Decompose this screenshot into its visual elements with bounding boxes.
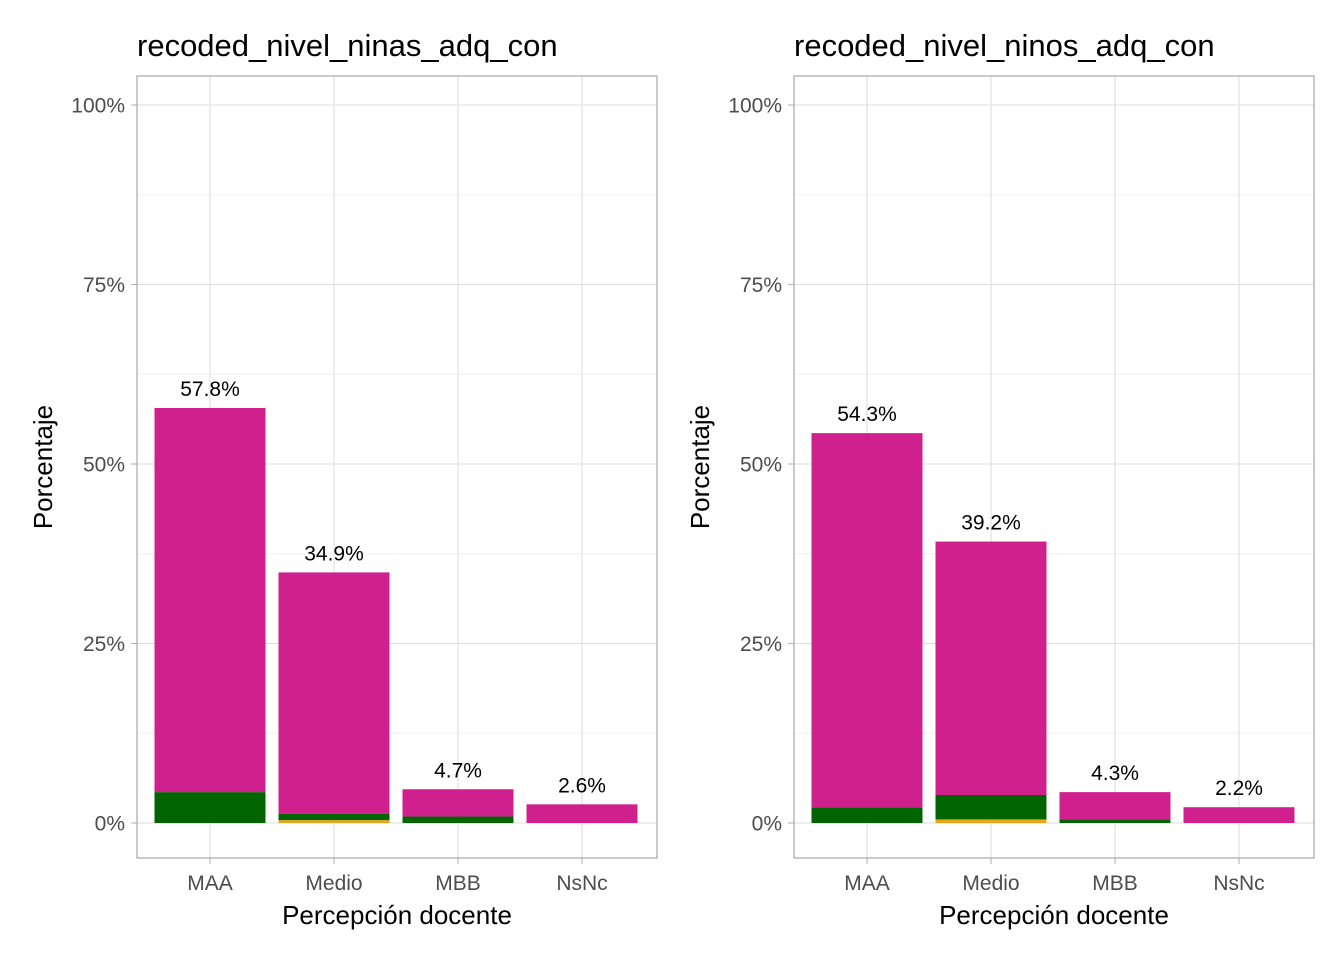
bar-segment: [154, 407, 266, 793]
chart-panel-1: 57.8% 34.9% 4.7% 2.6% 0% 25% 50% 75% 100% MAA Medi…: [28, 28, 658, 930]
x-tick-label: NsNc: [556, 872, 607, 895]
y-axis-title: Porcentaje: [685, 405, 715, 529]
panel-border: [793, 75, 1315, 859]
bar-segment: [935, 794, 1047, 820]
bar-segment: [526, 804, 638, 823]
y-tick-label: 25%: [740, 633, 782, 656]
x-tick-label: NsNc: [1213, 872, 1264, 895]
data-label: 57.8%: [180, 378, 240, 401]
data-label: 34.9%: [304, 542, 364, 565]
y-axis-title: Porcentaje: [28, 405, 58, 529]
data-label: 54.3%: [837, 403, 897, 426]
data-label: 39.2%: [961, 512, 1021, 535]
x-tick-label: MAA: [844, 872, 890, 895]
y-tick-label: 50%: [740, 454, 782, 477]
x-tick-label: MAA: [187, 872, 233, 895]
x-axis-title: Percepción docente: [939, 900, 1169, 930]
y-tick-label: 25%: [83, 633, 125, 656]
y-tick-label: 0%: [752, 813, 782, 836]
panel-border: [136, 75, 658, 859]
x-tick-label: Medio: [962, 872, 1019, 895]
bar-segment: [402, 816, 514, 823]
x-tick-label: MBB: [435, 872, 481, 895]
data-label: 4.3%: [1091, 762, 1139, 785]
bar-segment: [402, 789, 514, 817]
chart-title: recoded_nivel_ninos_adq_con: [794, 28, 1215, 63]
data-label: 4.7%: [434, 759, 482, 782]
bar-segment: [811, 433, 923, 808]
bar-segment: [154, 792, 266, 823]
bar-segment: [1059, 819, 1171, 823]
chart-title: recoded_nivel_ninas_adq_con: [137, 28, 558, 63]
data-label: 2.6%: [558, 774, 606, 797]
x-tick-label: MBB: [1092, 872, 1138, 895]
bar-segment: [1183, 807, 1295, 823]
bar-segment: [278, 572, 390, 814]
y-tick-label: 100%: [728, 95, 782, 118]
y-tick-label: 0%: [95, 813, 125, 836]
chart-panel-2: 54.3% 39.2% 4.3% 2.2% 0% 25% 50% 75% 100% MAA Medi…: [685, 28, 1315, 930]
y-tick-label: 75%: [740, 274, 782, 297]
data-label: 2.2%: [1215, 777, 1263, 800]
bar-segment: [278, 820, 390, 823]
bar-segment: [935, 819, 1047, 823]
y-tick-label: 100%: [71, 95, 125, 118]
y-tick-label: 75%: [83, 274, 125, 297]
bar-segment: [278, 813, 390, 821]
x-tick-label: Medio: [305, 872, 362, 895]
bar-segment: [1059, 792, 1171, 820]
x-axis-title: Percepción docente: [282, 900, 512, 930]
y-tick-label: 50%: [83, 454, 125, 477]
bar-segment: [811, 807, 923, 823]
bar-segment: [935, 541, 1047, 795]
